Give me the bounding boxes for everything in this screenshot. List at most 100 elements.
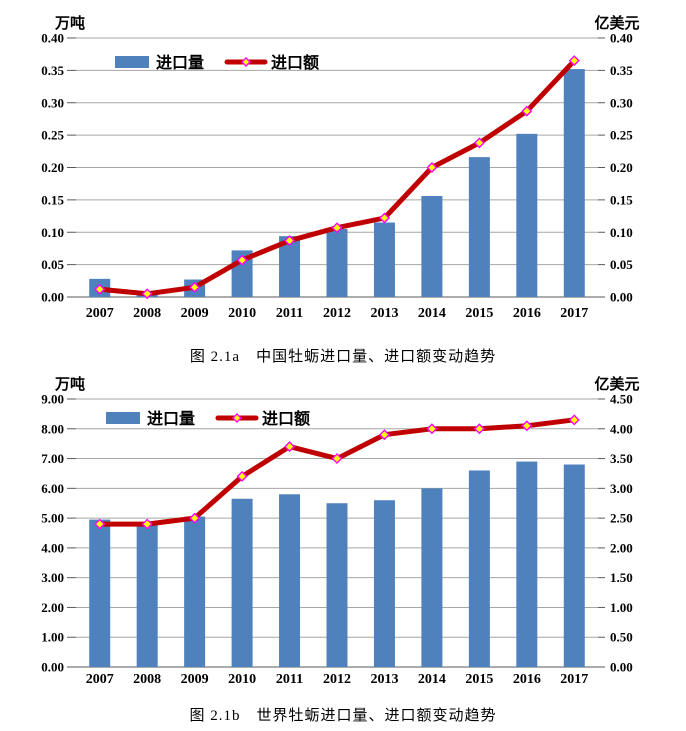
line-marker-diamond xyxy=(568,55,580,67)
x-axis-label: 2012 xyxy=(323,672,351,687)
legend-bar-swatch xyxy=(115,56,149,68)
right-axis-tick-label: 0.50 xyxy=(610,630,633,645)
legend-marker-diamond xyxy=(232,413,242,423)
import-volume-bar-2013 xyxy=(373,222,395,297)
x-axis-label: 2013 xyxy=(370,672,398,687)
left-axis-tick-label: 7.00 xyxy=(41,451,64,466)
left-axis-tick-label: 0.00 xyxy=(41,290,64,305)
right-axis-tick-label: 0.35 xyxy=(610,63,633,78)
line-marker-diamond xyxy=(331,222,343,234)
right-axis-tick-label: 0.25 xyxy=(610,128,633,143)
left-axis-unit-label: 万吨 xyxy=(54,14,85,32)
right-axis-tick-label: 3.00 xyxy=(610,481,633,496)
line-marker-diamond xyxy=(331,453,343,465)
import-volume-bar-2012 xyxy=(326,503,348,667)
right-axis-tick-label: 0.00 xyxy=(610,290,633,305)
china-import-chart: 0.40 0.40 0.35 0.35 0.30 0.30 0.25 0.25 0.20 0.20… xyxy=(41,14,639,321)
left-axis-tick-label: 8.00 xyxy=(41,421,64,436)
china-import-chart-figure: 0.40 0.40 0.35 0.35 0.30 0.30 0.25 0.25 0.20 0.20… xyxy=(41,14,639,365)
import-volume-bar-2014 xyxy=(421,488,443,667)
line-marker-diamond xyxy=(473,137,485,149)
line-marker-diamond xyxy=(189,512,201,524)
right-axis-tick-label: 2.50 xyxy=(610,511,633,526)
left-axis-tick-label: 4.00 xyxy=(41,540,64,555)
x-axis-label: 2007 xyxy=(86,306,114,321)
left-axis-tick-label: 9.00 xyxy=(41,392,64,407)
right-axis-tick-label: 4.00 xyxy=(610,421,633,436)
line-marker-diamond xyxy=(94,283,106,295)
line-marker-diamond xyxy=(521,420,533,432)
right-axis-unit-label: 亿美元 xyxy=(594,14,639,32)
line-marker-diamond xyxy=(426,162,438,173)
x-axis-label: 2016 xyxy=(513,672,541,687)
x-axis-label: 2011 xyxy=(276,672,303,687)
x-axis-label: 2010 xyxy=(228,306,256,321)
x-axis-label: 2009 xyxy=(181,306,209,321)
legend-label-import-volume: 进口量 xyxy=(147,410,195,428)
import-volume-bar-2016 xyxy=(516,133,538,297)
left-axis-tick-label: 0.05 xyxy=(41,257,64,272)
left-axis-unit-label: 万吨 xyxy=(54,375,85,393)
import-volume-bar-2013 xyxy=(373,500,395,667)
left-axis-tick-label: 0.35 xyxy=(41,63,64,78)
right-axis-tick-label: 0.05 xyxy=(610,257,633,272)
import-volume-bar-2016 xyxy=(516,461,538,667)
x-axis-label: 2012 xyxy=(323,306,351,321)
left-axis-tick-label: 0.25 xyxy=(41,128,64,143)
import-volume-bar-2017 xyxy=(563,69,585,297)
left-axis-tick-label: 0.20 xyxy=(41,160,64,175)
import-volume-bar-2011 xyxy=(279,494,301,667)
x-axis-label: 2017 xyxy=(560,672,588,687)
import-volume-bar-2009 xyxy=(184,516,206,667)
line-marker-diamond xyxy=(568,414,580,426)
left-axis-tick-label: 0.30 xyxy=(41,95,64,110)
right-axis-tick-label: 3.50 xyxy=(610,451,633,466)
line-marker-diamond xyxy=(94,518,106,530)
import-volume-bar-2007 xyxy=(89,519,111,667)
left-axis-tick-label: 0.00 xyxy=(41,660,64,675)
line-marker-diamond xyxy=(189,281,201,293)
line-marker-diamond xyxy=(141,518,153,530)
x-axis-label: 2013 xyxy=(370,306,398,321)
import-volume-bar-2017 xyxy=(563,464,585,667)
chart-caption-b: 图 2.1b 世界牡蛎进口量、进口额变动趋势 xyxy=(189,708,497,724)
legend-bar-swatch xyxy=(106,412,140,424)
x-axis-label: 2014 xyxy=(418,672,446,687)
x-axis-label: 2014 xyxy=(418,306,446,321)
import-volume-bar-2012 xyxy=(326,229,348,297)
right-axis-tick-label: 0.30 xyxy=(610,95,633,110)
left-axis-tick-label: 3.00 xyxy=(41,570,64,585)
left-axis-tick-label: 0.15 xyxy=(41,192,64,207)
left-axis-tick-label: 5.00 xyxy=(41,511,64,526)
line-marker-diamond xyxy=(284,441,296,453)
right-axis-tick-label: 0.40 xyxy=(610,31,633,46)
x-axis-label: 2009 xyxy=(181,672,209,687)
x-axis-label: 2010 xyxy=(228,672,256,687)
line-marker-diamond xyxy=(236,470,248,482)
x-axis-label: 2011 xyxy=(276,306,303,321)
line-marker-diamond xyxy=(521,105,533,117)
right-axis-tick-label: 0.00 xyxy=(610,660,633,675)
x-axis-label: 2007 xyxy=(86,672,114,687)
line-marker-diamond xyxy=(141,288,153,300)
x-axis-label: 2015 xyxy=(465,672,493,687)
x-axis-label: 2017 xyxy=(560,306,588,321)
legend-label-import-value: 进口额 xyxy=(271,53,319,72)
right-axis-tick-label: 0.20 xyxy=(610,160,633,175)
left-axis-tick-label: 2.00 xyxy=(41,600,64,615)
line-marker-diamond xyxy=(378,212,390,224)
line-marker-diamond xyxy=(473,423,485,435)
right-axis-tick-label: 2.00 xyxy=(610,540,633,555)
import-volume-bar-2011 xyxy=(279,236,301,297)
world-import-chart-figure: 9.00 4.50 8.00 4.00 7.00 3.50 6.00 3.00 5.00 2.50… xyxy=(0,375,686,725)
right-axis-tick-label: 4.50 xyxy=(610,392,633,407)
line-marker-diamond xyxy=(284,235,296,247)
import-volume-bar-2010 xyxy=(231,498,253,667)
right-axis-tick-label: 0.15 xyxy=(610,192,633,207)
x-axis-label: 2016 xyxy=(513,306,541,321)
left-axis-tick-label: 0.40 xyxy=(41,31,64,46)
x-axis-label: 2008 xyxy=(133,672,161,687)
line-marker-diamond xyxy=(378,429,390,441)
legend-marker-diamond xyxy=(241,57,251,67)
right-axis-tick-label: 1.00 xyxy=(610,600,633,615)
